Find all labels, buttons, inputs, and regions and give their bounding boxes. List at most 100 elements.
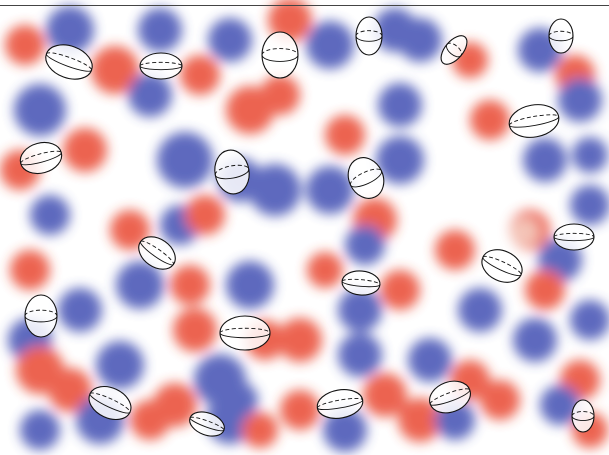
- negative-blob: [338, 288, 382, 332]
- ellipsoid-equator-hidden: [20, 150, 62, 164]
- positive-blob: [325, 115, 365, 155]
- ellipsoid-equator-hidden: [214, 164, 250, 176]
- ellipsoid-equator-visible: [341, 281, 381, 288]
- negative-blob: [376, 136, 424, 184]
- negative-blob: [345, 225, 385, 265]
- ellipsoid-marker: [548, 18, 574, 54]
- negative-blob: [128, 73, 172, 117]
- negative-blob: [570, 300, 609, 340]
- negative-blob: [523, 138, 567, 182]
- ellipsoid-equator-visible: [355, 35, 383, 42]
- ellipsoid-marker: [261, 31, 299, 79]
- ellipsoid-equator-hidden: [189, 416, 225, 431]
- ellipsoid-outline: [355, 16, 383, 56]
- negative-blob: [558, 78, 602, 122]
- positive-blob: [363, 373, 407, 417]
- positive-blob: [280, 390, 320, 430]
- ellipsoid-equator-hidden: [429, 388, 471, 405]
- ellipsoid-marker: [481, 249, 523, 283]
- ellipsoid-equator-visible: [219, 332, 271, 339]
- ellipsoid-equator-hidden: [139, 61, 183, 67]
- negative-blob: [338, 333, 382, 377]
- positive-blob: [173, 308, 217, 352]
- ellipsoid-equator-hidden: [341, 278, 381, 285]
- negative-blob: [540, 385, 580, 425]
- positive-blob: [260, 75, 300, 115]
- ellipsoid-equator-hidden: [553, 232, 595, 238]
- ellipsoid-equator-hidden: [261, 48, 299, 56]
- positive-blob: [170, 265, 210, 305]
- ellipsoid-equator-hidden: [548, 30, 574, 37]
- negative-blob: [306, 21, 354, 69]
- ellipsoid-marker: [139, 52, 183, 80]
- ellipsoid-equator-visible: [214, 168, 250, 180]
- ellipsoid-marker: [440, 35, 468, 65]
- positive-blob: [110, 210, 150, 250]
- ellipsoid-equator-visible: [316, 399, 364, 410]
- ellipsoid-equator-hidden: [140, 240, 174, 265]
- positive-blob: [307, 252, 343, 288]
- ellipsoid-equator-visible: [548, 35, 574, 42]
- positive-blob: [398, 398, 442, 442]
- ellipsoid-marker: [214, 149, 250, 195]
- negative-blob: [138, 8, 182, 52]
- negative-blob: [570, 185, 609, 225]
- ellipsoid-equator-hidden: [446, 42, 462, 57]
- ellipsoid-marker: [571, 399, 595, 433]
- positive-blob: [10, 250, 50, 290]
- negative-blob: [222, 382, 258, 418]
- positive-blob: [480, 380, 520, 420]
- negative-blob: [306, 166, 354, 214]
- ellipsoid-marker: [429, 380, 471, 414]
- ellipsoid-outline: [261, 31, 299, 79]
- positive-blob: [180, 55, 220, 95]
- positive-blob: [5, 25, 45, 65]
- negative-blob: [208, 18, 252, 62]
- ellipsoid-equator-visible: [45, 53, 92, 72]
- negative-blob: [116, 261, 164, 309]
- positive-blob: [48, 368, 92, 412]
- ellipsoid-equator-hidden: [89, 392, 131, 413]
- ellipsoid-equator-visible: [482, 256, 522, 277]
- negative-blob: [458, 288, 502, 332]
- ellipsoid-equator-visible: [261, 54, 299, 62]
- ellipsoid-marker: [355, 16, 383, 56]
- ellipsoid-marker: [347, 157, 385, 199]
- negative-blob: [513, 318, 557, 362]
- positive-blob: [242, 412, 278, 448]
- ellipsoid-equator-visible: [89, 393, 131, 414]
- ellipsoid-outline: [553, 223, 595, 251]
- positive-blob: [153, 383, 197, 427]
- negative-blob: [323, 408, 367, 452]
- ellipsoid-marker: [219, 315, 271, 351]
- ellipsoid-marker: [19, 141, 63, 175]
- ellipsoid-equator-hidden: [219, 327, 271, 334]
- ellipsoid-outline: [571, 399, 595, 433]
- negative-blob: [30, 195, 70, 235]
- ellipsoid-equator-visible: [189, 417, 225, 432]
- negative-blob: [249, 164, 301, 216]
- ellipsoid-equator-visible: [429, 389, 471, 406]
- ellipsoid-marker: [189, 411, 225, 437]
- ellipsoid-equator-hidden: [316, 398, 364, 409]
- negative-blob: [408, 338, 452, 382]
- positive-blob: [470, 100, 510, 140]
- ellipsoid-equator-hidden: [355, 30, 383, 37]
- ellipsoid-equator-visible: [20, 152, 62, 166]
- negative-blob: [20, 410, 60, 450]
- ellipsoid-equator-hidden: [571, 411, 595, 417]
- positive-blob: [278, 318, 322, 362]
- ellipsoid-equator-visible: [139, 65, 183, 71]
- ellipsoid-equator-visible: [24, 315, 58, 323]
- negative-blob: [226, 261, 274, 309]
- negative-blob: [572, 137, 608, 173]
- ellipsoid-outline: [219, 315, 271, 351]
- negative-blob: [378, 83, 422, 127]
- ellipsoid-outline: [548, 18, 574, 54]
- ellipsoid-equator-hidden: [349, 168, 382, 186]
- ellipsoid-equator-hidden: [482, 255, 522, 276]
- ellipsoid-equator-hidden: [508, 114, 560, 126]
- ellipsoid-marker: [45, 44, 93, 80]
